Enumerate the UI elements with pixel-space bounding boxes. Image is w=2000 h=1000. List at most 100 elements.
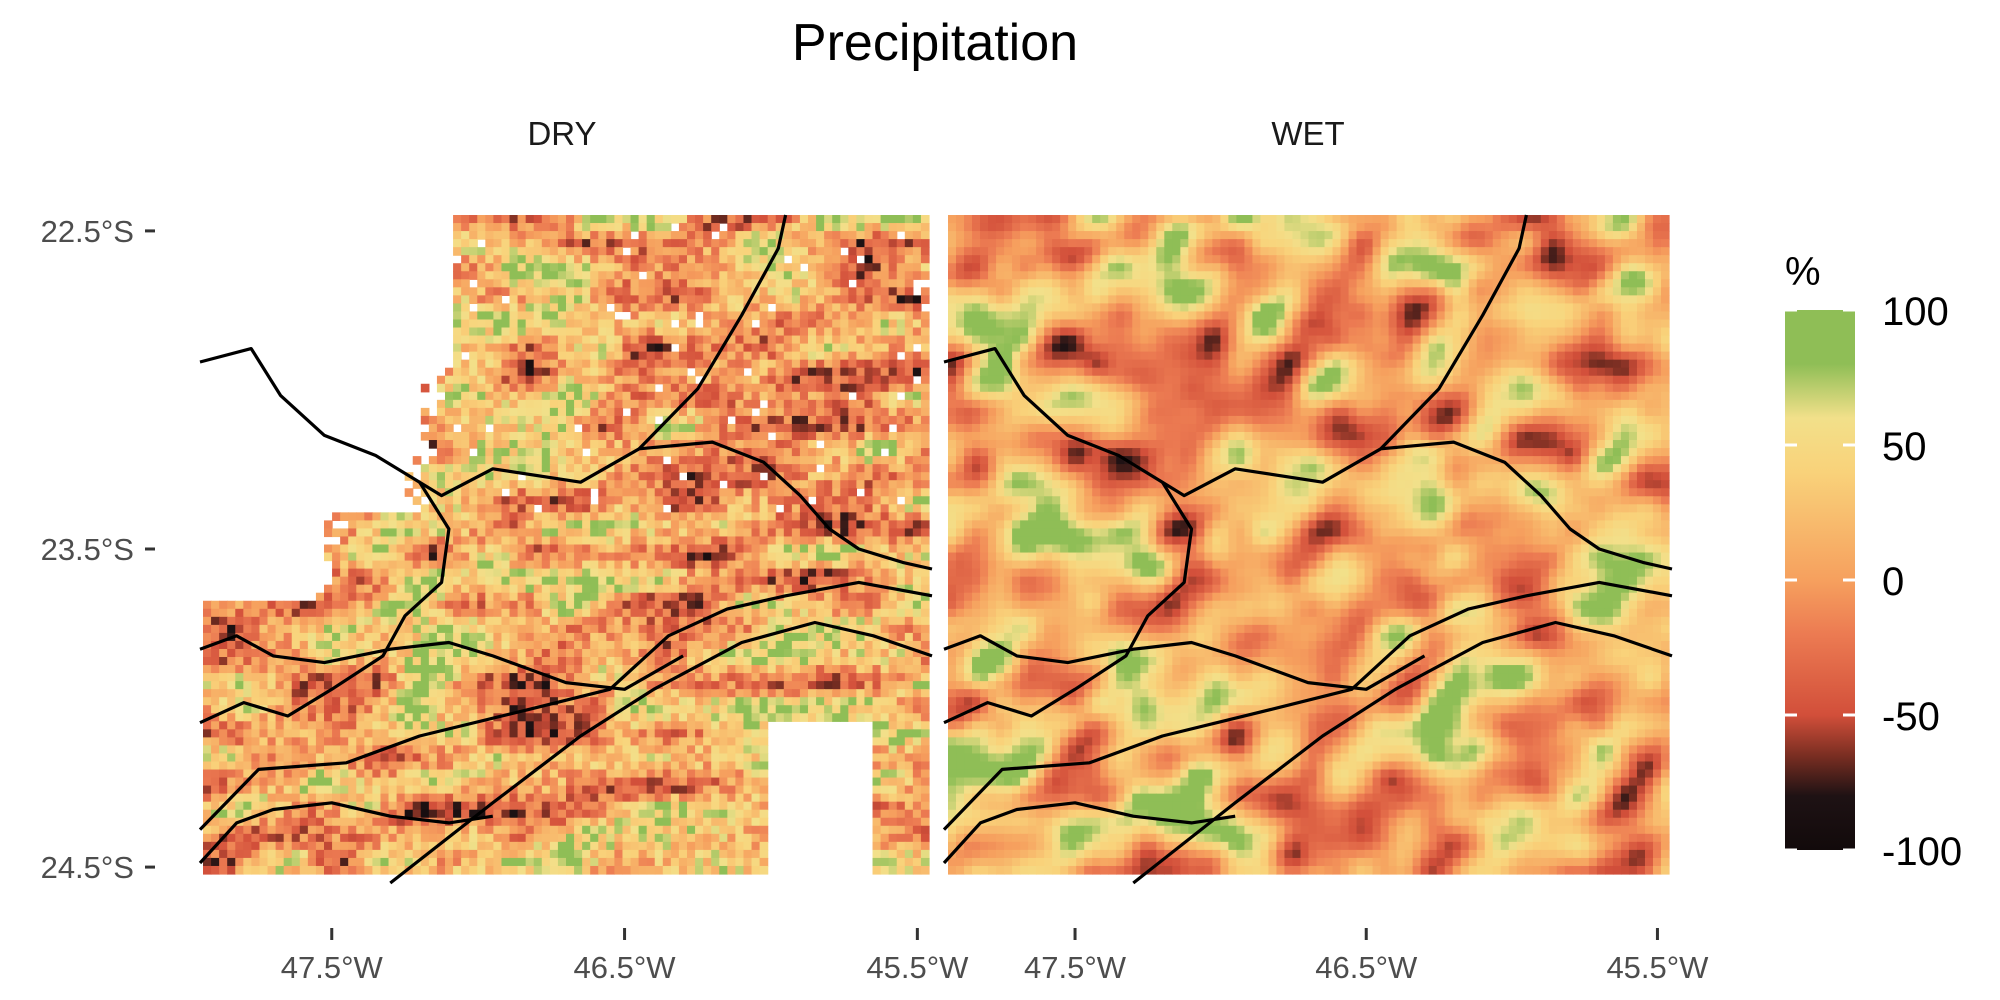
raster-cell <box>493 391 503 401</box>
raster-cell <box>646 367 656 377</box>
raster-cell <box>557 215 567 224</box>
raster-cell <box>759 287 769 296</box>
raster-cell <box>477 335 486 345</box>
raster-cell <box>291 729 301 738</box>
raster-cell <box>808 616 817 626</box>
raster-cell <box>517 624 527 634</box>
raster-cell <box>364 544 373 554</box>
raster-cell <box>598 423 607 433</box>
raster-cell <box>695 223 704 232</box>
raster-cell <box>743 488 753 497</box>
raster-cell <box>848 528 857 538</box>
raster-cell <box>348 560 357 570</box>
raster-cell <box>622 745 632 755</box>
raster-cell <box>743 271 753 280</box>
raster-cell <box>541 721 551 730</box>
raster-cell <box>332 568 341 578</box>
raster-cell <box>469 665 478 674</box>
raster-cell <box>525 512 535 521</box>
raster-cell <box>453 777 462 787</box>
raster-cell <box>848 648 857 658</box>
raster-cell <box>436 407 446 417</box>
raster-cell <box>469 632 478 642</box>
raster-cell <box>703 721 712 730</box>
raster-cell <box>533 568 543 578</box>
raster-cell <box>259 608 269 618</box>
raster-cell <box>566 576 575 586</box>
raster-cell <box>622 448 632 457</box>
raster-cell <box>775 576 785 586</box>
raster-cell <box>574 335 583 345</box>
raster-cell <box>848 705 857 714</box>
raster-cell <box>566 247 575 256</box>
raster-cell <box>816 648 825 658</box>
raster-cell <box>767 327 777 337</box>
raster-cell <box>872 552 882 562</box>
raster-cell <box>864 657 874 666</box>
raster-cell <box>759 544 769 554</box>
raster-cell <box>848 343 857 353</box>
raster-cell <box>428 472 438 481</box>
raster-cell <box>654 223 664 232</box>
raster-cell <box>630 415 640 425</box>
raster-cell <box>243 753 252 763</box>
raster-cell <box>711 464 720 473</box>
raster-cell <box>888 600 898 610</box>
raster-cell <box>566 271 575 280</box>
raster-cell <box>735 303 745 313</box>
raster-cell <box>622 239 632 248</box>
raster-cell <box>582 247 591 256</box>
raster-cell <box>759 431 769 441</box>
raster-cell <box>880 528 890 538</box>
raster-cell <box>493 271 503 280</box>
raster-cell <box>799 335 809 345</box>
raster-cell <box>872 608 882 618</box>
raster-cell <box>799 247 809 256</box>
raster-cell <box>388 737 398 747</box>
raster-cell <box>799 343 809 353</box>
raster-cell <box>791 247 801 256</box>
raster-cell <box>630 777 640 787</box>
raster-cell <box>614 472 624 481</box>
raster-cell <box>856 681 866 690</box>
raster-cell <box>638 737 648 747</box>
raster-cell <box>711 769 720 779</box>
raster-cell <box>493 600 503 610</box>
raster-cell <box>211 624 220 634</box>
raster-cell <box>896 223 906 232</box>
raster-cell <box>590 769 599 779</box>
raster-cell <box>219 785 228 795</box>
raster-cell <box>767 319 777 329</box>
raster-cell <box>404 528 414 538</box>
raster-cell <box>525 247 535 256</box>
raster-cell <box>485 415 494 425</box>
raster-cell <box>598 560 607 570</box>
raster-cell <box>638 295 648 305</box>
raster-cell <box>477 721 486 730</box>
raster-cell <box>832 431 841 441</box>
raster-cell <box>896 247 906 256</box>
raster-cell <box>598 657 607 666</box>
raster-cell <box>912 255 922 264</box>
raster-cell <box>453 448 462 457</box>
raster-cell <box>654 215 664 224</box>
raster-cell <box>719 640 728 650</box>
raster-cell <box>711 431 720 441</box>
raster-cell <box>646 359 656 369</box>
raster-cell <box>541 560 551 570</box>
raster-cell <box>557 560 567 570</box>
raster-cell <box>485 480 494 489</box>
raster-cell <box>461 488 470 497</box>
raster-cell <box>808 247 817 256</box>
raster-cell <box>372 753 382 763</box>
raster-cell <box>525 729 535 738</box>
raster-cell <box>848 231 857 240</box>
raster-cell <box>453 407 462 417</box>
raster-cell <box>743 247 753 256</box>
raster-cell <box>872 343 882 353</box>
raster-cell <box>590 472 599 481</box>
raster-cell <box>364 657 373 666</box>
raster-cell <box>670 383 680 393</box>
raster-cell <box>848 608 857 618</box>
raster-cell <box>920 576 930 586</box>
